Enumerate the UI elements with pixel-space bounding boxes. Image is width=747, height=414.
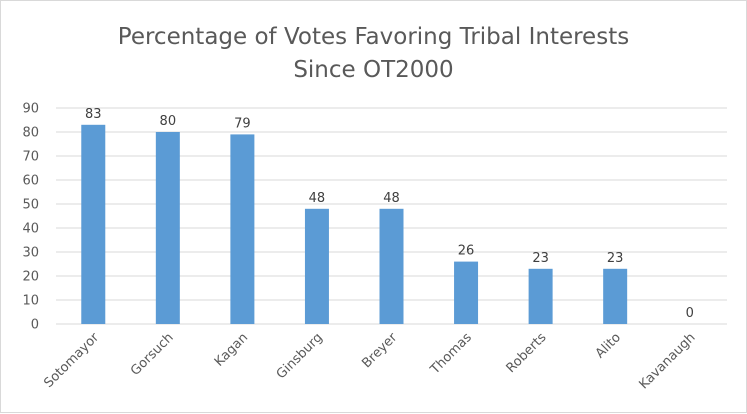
data-label: 26 [458,244,475,259]
data-label: 48 [309,191,326,206]
y-tick-label: 40 [22,222,39,237]
x-category-label: Roberts [504,330,550,376]
y-tick-label: 80 [22,126,39,141]
data-label: 0 [686,306,694,321]
bar [230,134,255,324]
chart-subtitle: Since OT2000 [293,57,454,83]
chart-title: Percentage of Votes Favoring Tribal Inte… [117,24,630,50]
data-label: 83 [85,107,102,122]
y-tick-label: 30 [22,246,39,261]
x-category-label: Kavanaugh [636,330,698,392]
bar [603,268,628,324]
data-label: 23 [607,251,624,266]
bar [528,268,553,324]
x-category-label: Thomas [427,330,475,378]
bar [155,132,180,324]
x-category-label: Ginsburg [274,330,326,382]
y-tick-label: 50 [22,198,39,213]
bar [81,124,106,324]
data-label: 48 [383,191,400,206]
bar [304,208,329,324]
x-category-label: Sotomayor [41,330,102,391]
data-label: 79 [234,116,251,131]
y-tick-label: 70 [22,150,39,165]
y-tick-label: 20 [22,270,39,285]
y-tick-label: 90 [22,102,39,117]
bar [454,261,479,324]
y-tick-label: 60 [22,174,39,189]
y-tick-label: 10 [22,294,39,309]
x-category-label: Kagan [212,330,251,369]
data-label: 80 [160,114,177,129]
x-category-label: Breyer [359,330,400,371]
data-label: 23 [532,251,549,266]
chart-title-block: Percentage of Votes Favoring Tribal Inte… [1,21,746,87]
y-tick-label: 0 [31,318,39,333]
bar [379,208,404,324]
x-category-label: Alito [593,330,624,361]
x-category-label: Gorsuch [128,330,177,379]
